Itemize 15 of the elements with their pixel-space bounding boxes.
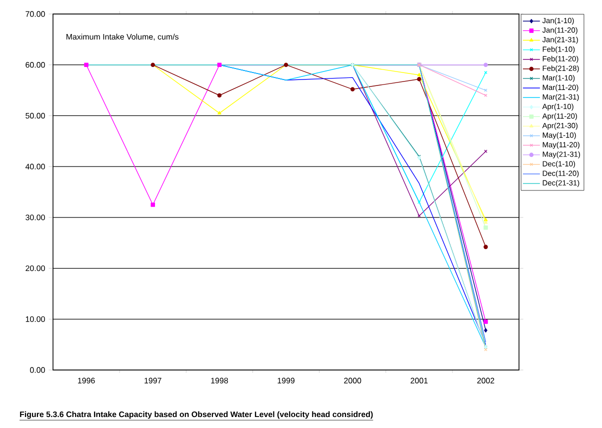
point	[484, 328, 488, 332]
point	[84, 62, 88, 67]
point	[217, 93, 222, 98]
point	[484, 225, 488, 230]
point	[217, 62, 222, 67]
point	[417, 76, 422, 82]
point	[350, 87, 355, 92]
point	[418, 200, 421, 204]
point	[417, 72, 422, 76]
point	[150, 202, 156, 207]
point	[484, 244, 488, 250]
point	[484, 320, 488, 324]
point	[484, 62, 488, 67]
point	[418, 214, 421, 218]
point	[218, 111, 222, 114]
